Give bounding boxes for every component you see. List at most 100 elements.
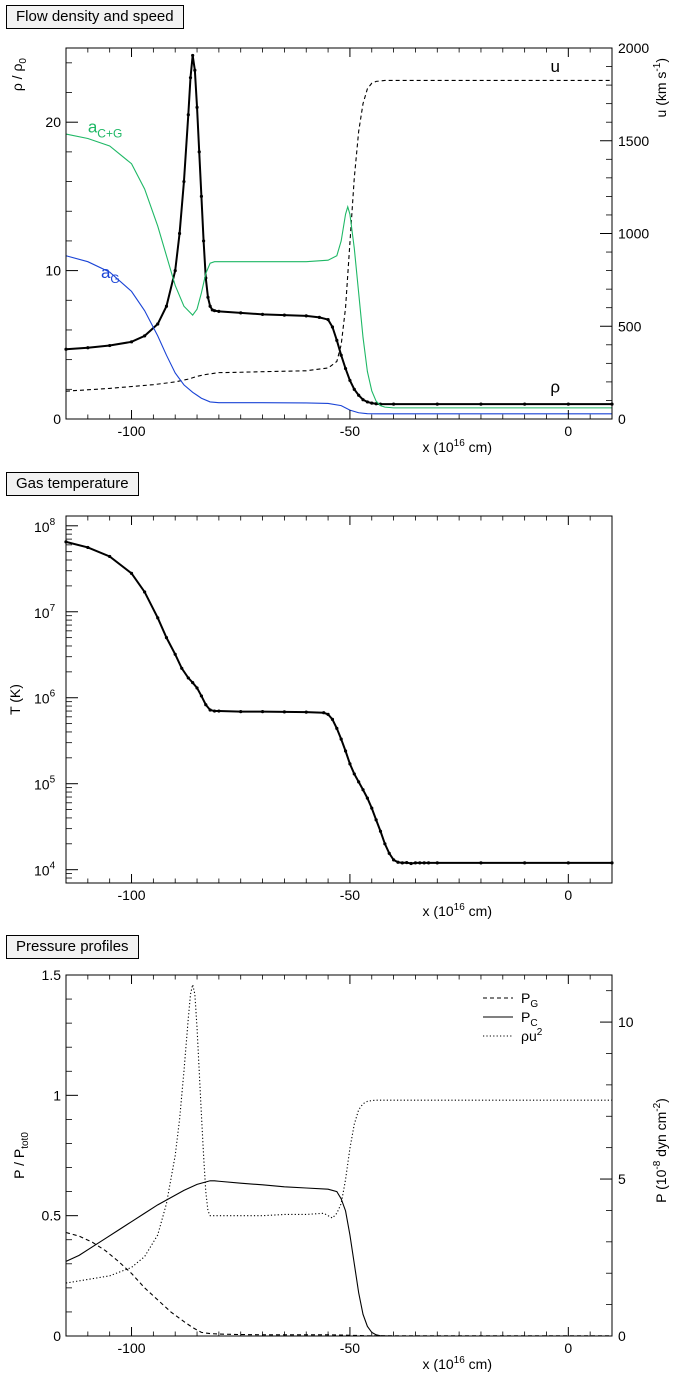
density-point: [435, 402, 439, 406]
curve-label: ρ: [550, 377, 560, 396]
density-point: [343, 366, 348, 371]
temperature-point: [370, 806, 374, 810]
density-series-line-a_G: [65, 255, 612, 415]
density-point: [392, 402, 396, 406]
legend-label-sup: 2: [537, 1027, 543, 1038]
density-point: [357, 393, 361, 397]
temperature-point: [374, 818, 378, 822]
temperature-point: [357, 780, 361, 784]
x-axis-title: x (1016 cm): [423, 902, 492, 919]
pressure-series-line-rho_u2: [65, 984, 612, 1284]
density-point: [317, 315, 321, 319]
temperature-point: [199, 694, 204, 698]
temperature-point: [108, 554, 112, 559]
temperature-point: [365, 796, 369, 800]
temperature-point: [435, 861, 439, 865]
temperature-point: [186, 676, 190, 680]
density-speed-chart: -100 -50 0 x (1016 cm) 0 10 20 0 500 1000 1500 2000…: [9, 40, 669, 455]
x-tick-label: -100: [118, 1340, 146, 1356]
density-series-line-a_C+G: [65, 133, 612, 409]
x-tick-label: -50: [340, 423, 360, 439]
y-tick-label: 104: [34, 861, 56, 879]
x-tick-label: -50: [340, 887, 360, 903]
density-point: [339, 353, 343, 357]
density-series-line-ρ: [65, 55, 612, 406]
y-left-axis-title-main: P / P: [11, 1149, 27, 1179]
density-series-line-u: [65, 79, 612, 392]
density-point: [217, 309, 221, 314]
panel-title-pressure: Pressure profiles: [6, 935, 139, 959]
temperature-point: [164, 636, 169, 640]
panel-title-density: Flow density and speed: [6, 5, 184, 29]
density-point: [206, 295, 210, 299]
temperature-point: [204, 703, 208, 707]
y-right-axis-title: P (10-8 dyn cm-2): [652, 1098, 669, 1203]
curve-label-text: ρ: [550, 377, 560, 396]
curve-label: aG: [101, 263, 120, 286]
density-point: [239, 311, 243, 315]
density-point: [326, 317, 330, 322]
density-point: [143, 334, 147, 338]
density-point: [352, 387, 356, 391]
y-tick-label-exp: 7: [50, 603, 56, 614]
y-tick-label: 106: [34, 689, 56, 707]
plot-frame: [65, 515, 613, 884]
x-tick-label: 0: [564, 1340, 572, 1356]
curve-label-text: a: [101, 263, 111, 282]
density-point: [566, 402, 570, 406]
y-tick-label: 108: [34, 517, 56, 535]
temperature-point: [195, 686, 199, 690]
density-point: [191, 53, 195, 58]
y-tick-label-exp: 8: [50, 517, 56, 528]
temperature-point: [396, 860, 400, 864]
density-point: [129, 340, 134, 344]
y-right-tick-label: 0: [618, 1328, 626, 1344]
plot-frame: [65, 974, 613, 1337]
y-tick-label-exp: 4: [50, 861, 56, 872]
y-left-tick-label: 20: [45, 114, 61, 130]
y-axis-title: T (K): [7, 684, 23, 715]
pressure-series-line-P_G: [65, 1231, 612, 1337]
temperature-point: [405, 860, 409, 865]
x-tick-label: -100: [118, 423, 146, 439]
y-left-tick-label: 1: [53, 1087, 61, 1103]
density-point: [304, 314, 308, 318]
density-point: [108, 343, 112, 348]
temperature-point: [422, 861, 426, 865]
y-tick-label-base: 10: [34, 605, 50, 621]
density-point: [199, 194, 204, 198]
density-point: [195, 105, 199, 109]
legend-label-main: P: [521, 1009, 530, 1025]
y-left-axis-title: ρ / ρ0: [9, 58, 29, 92]
y-right-tick-label: 500: [618, 318, 642, 334]
curve-label-sub: C+G: [97, 127, 122, 141]
x-axis-title-main: x (10: [423, 903, 454, 919]
density-point: [201, 239, 206, 243]
temperature-point: [143, 590, 147, 594]
panel-title-temperature: Gas temperature: [6, 472, 139, 496]
pressure-series-line-P_C: [65, 1180, 612, 1337]
x-axis-title-unit: cm): [465, 1356, 492, 1372]
temperature-point: [129, 571, 134, 575]
temperature-point: [413, 861, 418, 865]
y-tick-label-base: 10: [34, 691, 50, 707]
density-point: [86, 346, 90, 350]
y-right-tick-label: 5: [618, 1171, 626, 1187]
curve-label: aC+G: [88, 118, 122, 141]
temperature-point: [191, 681, 195, 685]
y-left-tick-label: 0: [53, 1328, 61, 1344]
temperature-point: [383, 842, 387, 846]
temperature-point: [426, 861, 431, 865]
temperature-point: [352, 772, 356, 776]
y-tick-label: 107: [34, 603, 56, 621]
x-axis-title-unit: cm): [465, 439, 492, 455]
y-right-tick-label: 2000: [618, 40, 649, 56]
density-point: [370, 401, 374, 405]
y-left-axis-title-sub: 0: [18, 58, 29, 64]
plot-frame: [65, 47, 613, 420]
x-tick-label: 0: [564, 423, 572, 439]
density-point: [361, 398, 365, 402]
temperature-point: [304, 710, 308, 714]
y-right-axis-title-main: P (10: [653, 1169, 669, 1202]
